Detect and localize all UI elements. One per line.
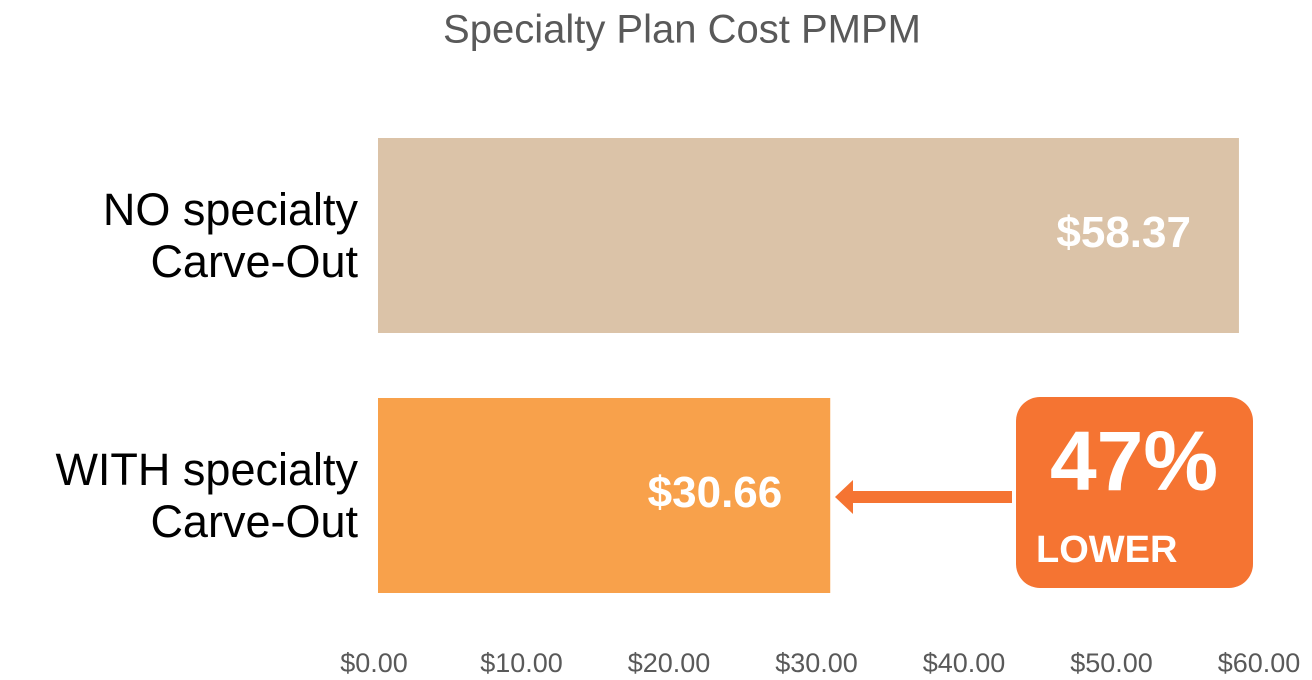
- x-tick-label: $30.00: [775, 648, 858, 678]
- y-tick-label: WITH specialty Carve-Out: [55, 443, 358, 547]
- x-tick-label: $40.00: [923, 648, 1006, 678]
- x-tick-label: $20.00: [628, 648, 711, 678]
- y-tick-label: NO specialty Carve-Out: [102, 183, 358, 287]
- x-tick-label: $50.00: [1070, 648, 1153, 678]
- x-tick-label: $10.00: [480, 648, 563, 678]
- bar: [378, 138, 1239, 333]
- arrow-shaft: [850, 491, 1012, 503]
- annotation-headline: 47%: [1050, 414, 1218, 508]
- annotation-box: [1016, 397, 1253, 588]
- value-label: $58.37: [1056, 208, 1191, 257]
- x-tick-label: $60.00: [1218, 648, 1301, 678]
- x-tick-label: $0.00: [340, 648, 408, 678]
- bar: [378, 398, 831, 593]
- annotation-text: LOWER: [1036, 529, 1177, 571]
- arrow-head: [835, 480, 853, 514]
- value-label: $30.66: [648, 468, 783, 517]
- chart-title: Specialty Plan Cost PMPM: [443, 8, 921, 52]
